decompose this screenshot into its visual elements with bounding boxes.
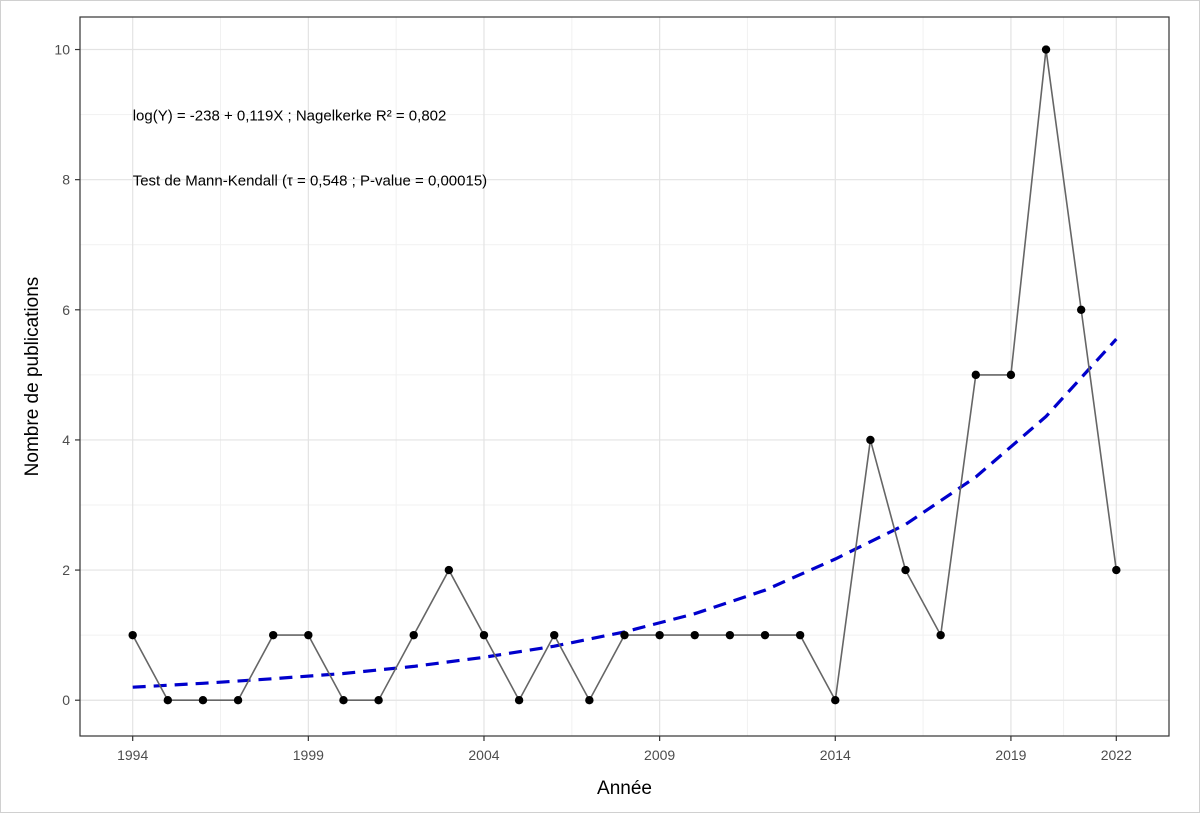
- data-point: [1112, 565, 1121, 575]
- data-point: [409, 630, 418, 640]
- x-axis: 1994 1999 2004 2009 2014 2019 2022: [117, 736, 1132, 763]
- data-point: [866, 435, 875, 445]
- x-tick-label: 1999: [293, 747, 324, 763]
- data-point: [1041, 45, 1051, 54]
- data-point: [971, 370, 980, 380]
- y-tick-label: 4: [62, 432, 70, 448]
- mann-kendall-test-annotation: Test de Mann-Kendall (τ = 0,548 ; P-valu…: [133, 173, 487, 190]
- major-gridlines: [80, 17, 1169, 736]
- data-point: [514, 696, 524, 705]
- data-point: [444, 565, 454, 575]
- data-point: [374, 696, 383, 705]
- data-point: [901, 565, 910, 575]
- data-point: [795, 630, 805, 640]
- data-point: [198, 696, 208, 705]
- y-tick-label: 0: [62, 692, 70, 708]
- data-point: [585, 696, 594, 705]
- y-axis: 0 2 4 6 8 10: [54, 42, 80, 708]
- data-point: [163, 696, 173, 705]
- data-point: [1076, 305, 1086, 315]
- data-point: [760, 630, 770, 640]
- data-point: [269, 630, 278, 640]
- x-axis-title: Année: [597, 778, 652, 799]
- regression-equation-annotation: log(Y) = -238 + 0,119X ; Nagelkerke R² =…: [133, 108, 447, 125]
- x-tick-label: 1994: [117, 747, 148, 763]
- data-point: [1006, 370, 1016, 380]
- data-points-layer: [128, 45, 1121, 705]
- data-point: [233, 696, 243, 705]
- panel-border: [79, 16, 1170, 737]
- x-tick-label: 2009: [644, 747, 675, 763]
- data-point: [128, 630, 137, 640]
- data-point: [339, 696, 348, 705]
- y-axis-title: Nombre de publications: [22, 277, 43, 477]
- data-point: [304, 630, 313, 640]
- data-point: [690, 630, 699, 640]
- x-tick-label: 2019: [995, 747, 1026, 763]
- y-tick-label: 2: [62, 562, 70, 578]
- data-point: [831, 696, 840, 705]
- x-tick-label: 2022: [1101, 747, 1132, 763]
- minor-gridlines: [80, 17, 1169, 736]
- x-tick-label: 2004: [468, 747, 499, 763]
- data-point: [655, 630, 664, 640]
- data-point: [936, 630, 945, 640]
- data-point: [479, 630, 489, 640]
- data-point: [725, 630, 735, 640]
- x-tick-label: 2014: [820, 747, 851, 763]
- y-tick-label: 10: [54, 42, 70, 58]
- data-point: [620, 630, 629, 640]
- y-tick-label: 6: [62, 302, 70, 318]
- data-point: [550, 630, 559, 640]
- y-tick-label: 8: [62, 172, 70, 188]
